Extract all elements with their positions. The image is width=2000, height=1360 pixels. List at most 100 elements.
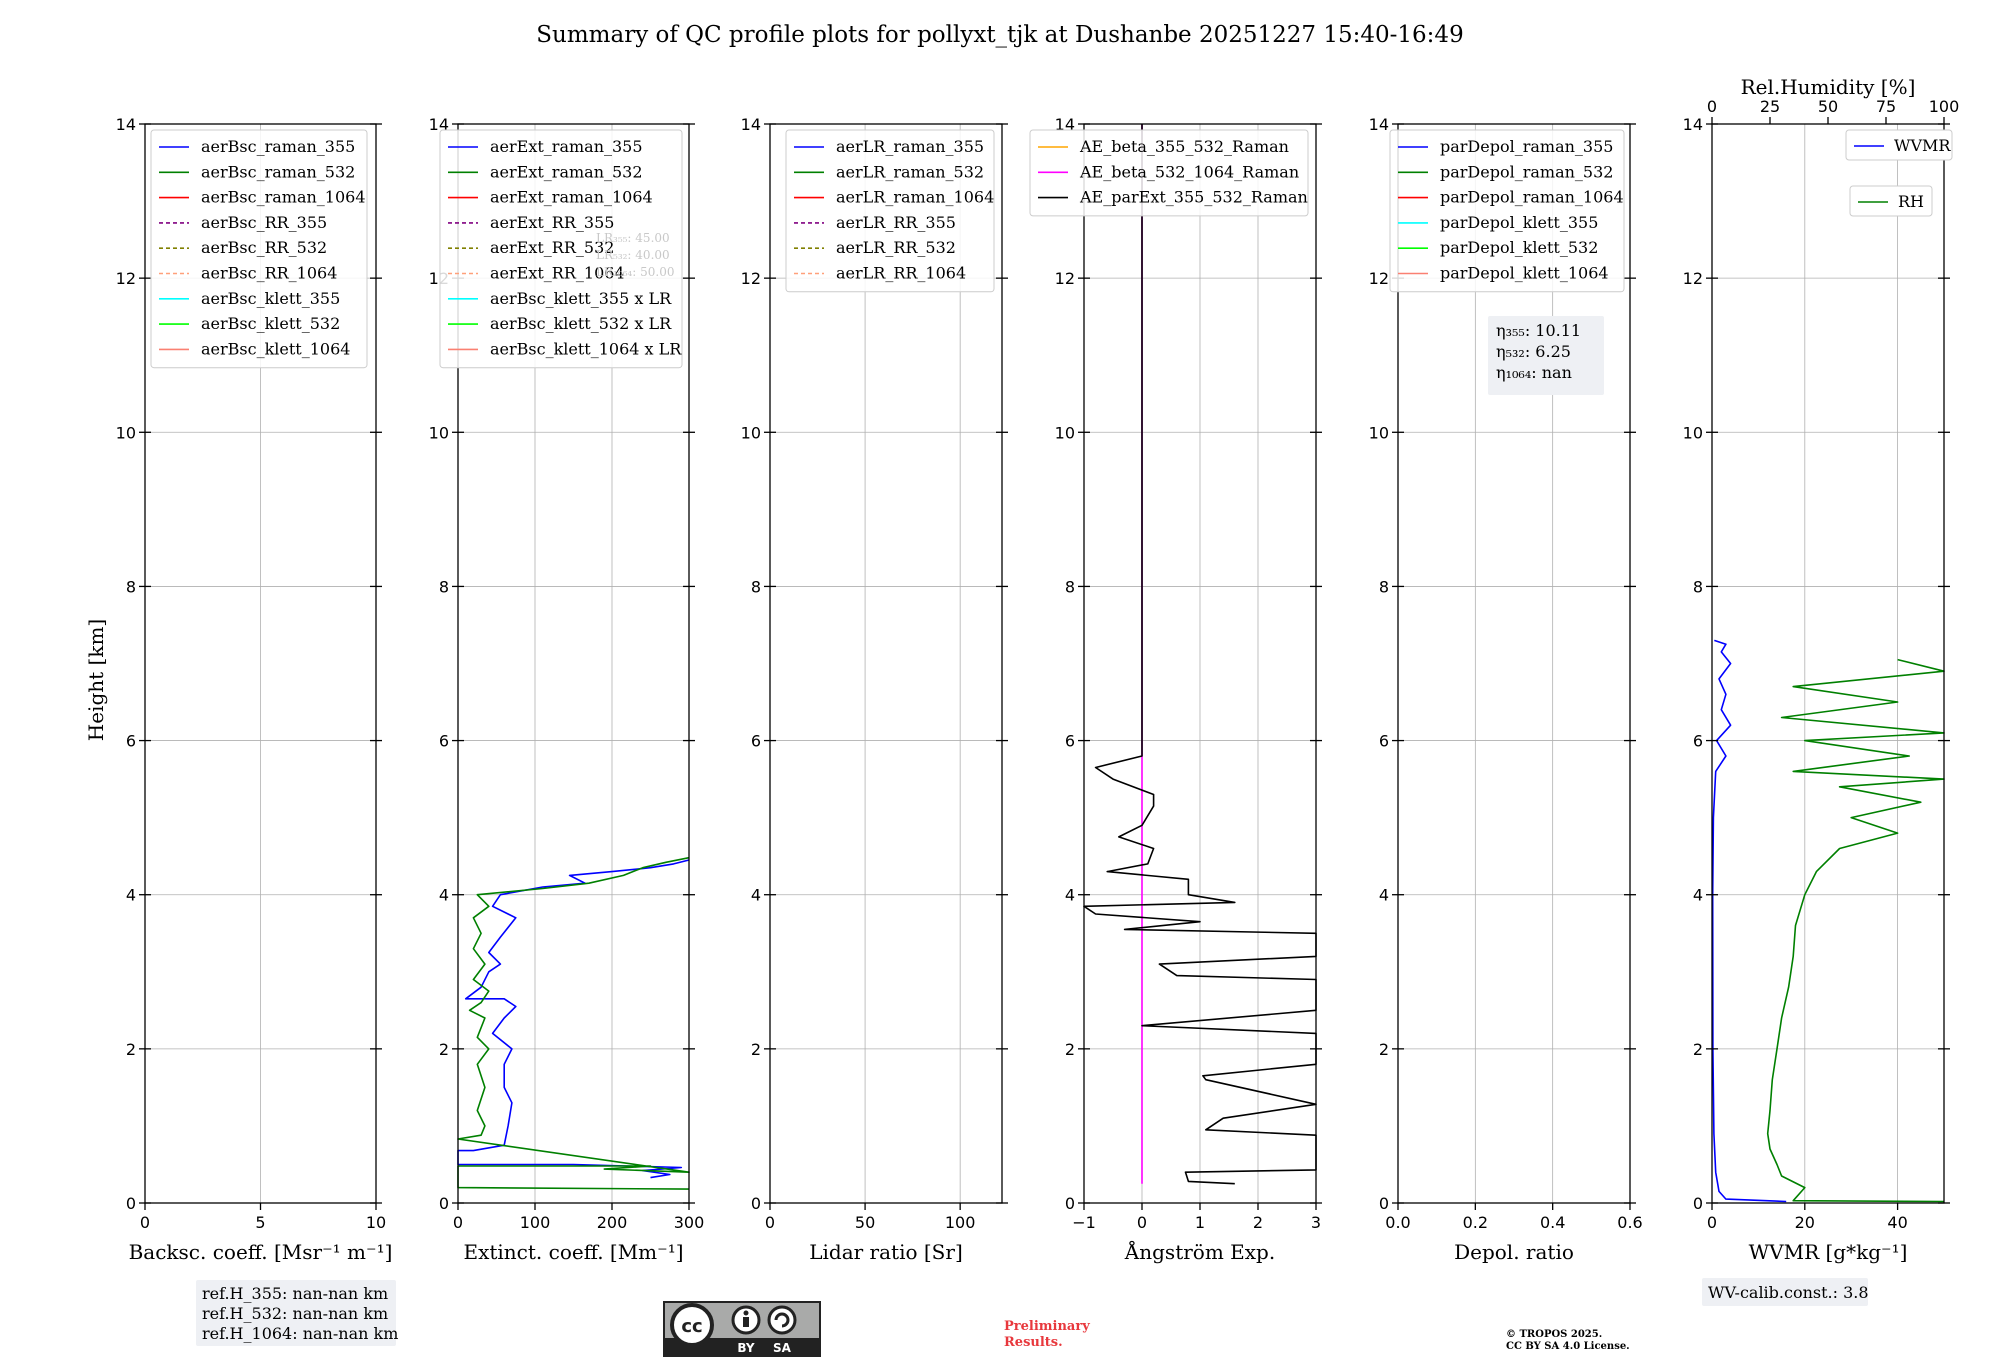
y-tick-label: 6 (1693, 732, 1703, 751)
legend-label: parDepol_raman_355 (1440, 137, 1613, 156)
cc-license-badge: cc BY SA (663, 1301, 821, 1357)
annotation-text: η₅₃₂: 6.25 (1496, 342, 1571, 361)
legend-label: aerLR_raman_532 (836, 162, 984, 181)
x-tick-label: 20 (1795, 1213, 1815, 1232)
legend-wvmr: WVMR (1845, 129, 1953, 161)
series-line-aerext-raman-355 (457, 859, 690, 1179)
y-tick-label: 6 (439, 732, 449, 751)
legend-label: aerBsc_raman_355 (201, 137, 355, 156)
y-tick-label: 4 (1065, 886, 1075, 905)
preliminary-line-1: Preliminary (1004, 1319, 1090, 1334)
legend-label: AE_parExt_355_532_Raman (1079, 188, 1308, 207)
y-tick-label: 14 (429, 115, 449, 134)
y-tick-label: 4 (1379, 886, 1389, 905)
y-tick-label: 6 (751, 732, 761, 751)
y-tick-label: 0 (1693, 1194, 1703, 1213)
legend: parDepol_raman_355 parDepol_raman_532 parD… (1389, 129, 1625, 293)
x-tick-label: 0 (453, 1213, 463, 1232)
y-tick-label: 2 (439, 1040, 449, 1059)
annotation-text: LR₁₀₆₄: 50.00 (596, 265, 674, 279)
y-tick-label: 10 (116, 423, 136, 442)
legend-label: parDepol_klett_532 (1440, 238, 1598, 257)
annotation-text: η₁₀₆₄: nan (1496, 363, 1572, 382)
ref-height-1064: ref.H_1064: nan-nan km (202, 1324, 398, 1343)
legend-rh: RH (1849, 185, 1933, 217)
x-tick-label: 50 (855, 1213, 875, 1232)
y-tick-label: 4 (439, 886, 449, 905)
y-tick-label: 10 (1369, 423, 1389, 442)
legend-label: AE_beta_355_532_Raman (1079, 137, 1289, 156)
y-tick-label: 12 (741, 269, 761, 288)
legend-label: aerBsc_klett_1064 (201, 339, 350, 358)
legend-label: aerExt_raman_532 (490, 162, 643, 181)
ref-height-355: ref.H_355: nan-nan km (202, 1284, 388, 1303)
series-line-aerext-raman-532 (457, 856, 690, 1190)
top-tick-label: 25 (1760, 97, 1780, 116)
legend-label: aerBsc_klett_532 x LR (490, 314, 672, 333)
axes-frame (769, 123, 1003, 1204)
x-tick-label: 0 (1137, 1213, 1147, 1232)
y-tick-label: 12 (1055, 269, 1075, 288)
y-tick-label: 8 (126, 577, 136, 596)
legend-label: aerExt_RR_355 (490, 213, 614, 232)
copyright-line-2: CC BY SA 4.0 License. (1506, 1341, 1630, 1352)
series-line-wvmr (1711, 639, 1787, 1203)
legend-label: aerLR_raman_1064 (836, 188, 994, 207)
y-tick-label: 6 (126, 732, 136, 751)
annotation-box: η₃₅₅: 10.11 η₅₃₂: 6.25 η₁₀₆₄: nan (1488, 316, 1604, 395)
x-tick-label: 5 (255, 1213, 265, 1232)
y-tick-label: 8 (1693, 577, 1703, 596)
x-tick-label: 3 (1311, 1213, 1321, 1232)
x-tick-label: 100 (520, 1213, 551, 1232)
x-tick-label: 40 (1887, 1213, 1907, 1232)
legend-label: aerBsc_raman_1064 (201, 188, 366, 207)
top-tick-label: 75 (1876, 97, 1896, 116)
y-axis-label: Height [km] (84, 619, 108, 741)
ref-height-532: ref.H_532: nan-nan km (202, 1304, 388, 1323)
x-tick-label: 10 (366, 1213, 386, 1232)
legend: AE_beta_355_532_Raman AE_beta_532_1064_Ra… (1029, 129, 1309, 217)
y-tick-label: 4 (751, 886, 761, 905)
y-tick-label: 12 (116, 269, 136, 288)
legend: aerBsc_raman_355 aerBsc_raman_532 aerBsc_r… (150, 129, 368, 369)
y-tick-label: 12 (1683, 269, 1703, 288)
y-tick-label: 0 (439, 1194, 449, 1213)
top-axis-label: Rel.Humidity [%] (1741, 75, 1916, 99)
annotation-bg (1488, 316, 1604, 395)
y-tick-label: 14 (1369, 115, 1389, 134)
y-tick-label: 8 (1379, 577, 1389, 596)
y-tick-label: 10 (1055, 423, 1075, 442)
x-axis-label: Ångström Exp. (1124, 1239, 1275, 1264)
y-tick-label: 10 (1683, 423, 1703, 442)
panel-5: 0 2 4 6 8 10 12 14 0.0 0.2 0.4 0.6 Depol. ratio parDe… (1369, 115, 1643, 1264)
copyright-line-1: © TROPOS 2025. (1506, 1329, 1602, 1340)
legend-label: WVMR (1894, 136, 1951, 155)
y-tick-label: 2 (1065, 1040, 1075, 1059)
x-tick-label: 0.4 (1540, 1213, 1565, 1232)
legend-label: parDepol_raman_532 (1440, 162, 1613, 181)
cc-sa-label: SA (773, 1341, 792, 1355)
legend-frame (1029, 129, 1309, 217)
y-tick-label: 0 (126, 1194, 136, 1213)
annotation-text: LR₃₅₅: 45.00 (596, 231, 670, 245)
legend-frame (150, 129, 368, 369)
y-tick-label: 8 (1065, 577, 1075, 596)
annotation-text: LR₅₃₂: 40.00 (596, 248, 670, 262)
x-axis-label: Depol. ratio (1454, 1240, 1574, 1264)
legend-label: parDepol_raman_1064 (1440, 188, 1624, 207)
y-tick-label: 6 (1379, 732, 1389, 751)
legend: aerLR_raman_355 aerLR_raman_532 aerLR_rama… (785, 129, 995, 293)
x-tick-label: 1 (1195, 1213, 1205, 1232)
y-tick-label: 4 (126, 886, 136, 905)
x-axis-label: Extinct. coeff. [Mm⁻¹] (463, 1240, 683, 1264)
legend-label: aerExt_raman_1064 (490, 188, 653, 207)
legend-label: RH (1898, 192, 1924, 211)
y-tick-label: 0 (751, 1194, 761, 1213)
y-tick-label: 0 (1379, 1194, 1389, 1213)
y-tick-label: 10 (429, 423, 449, 442)
y-tick-label: 10 (741, 423, 761, 442)
legend-frame (785, 129, 995, 293)
